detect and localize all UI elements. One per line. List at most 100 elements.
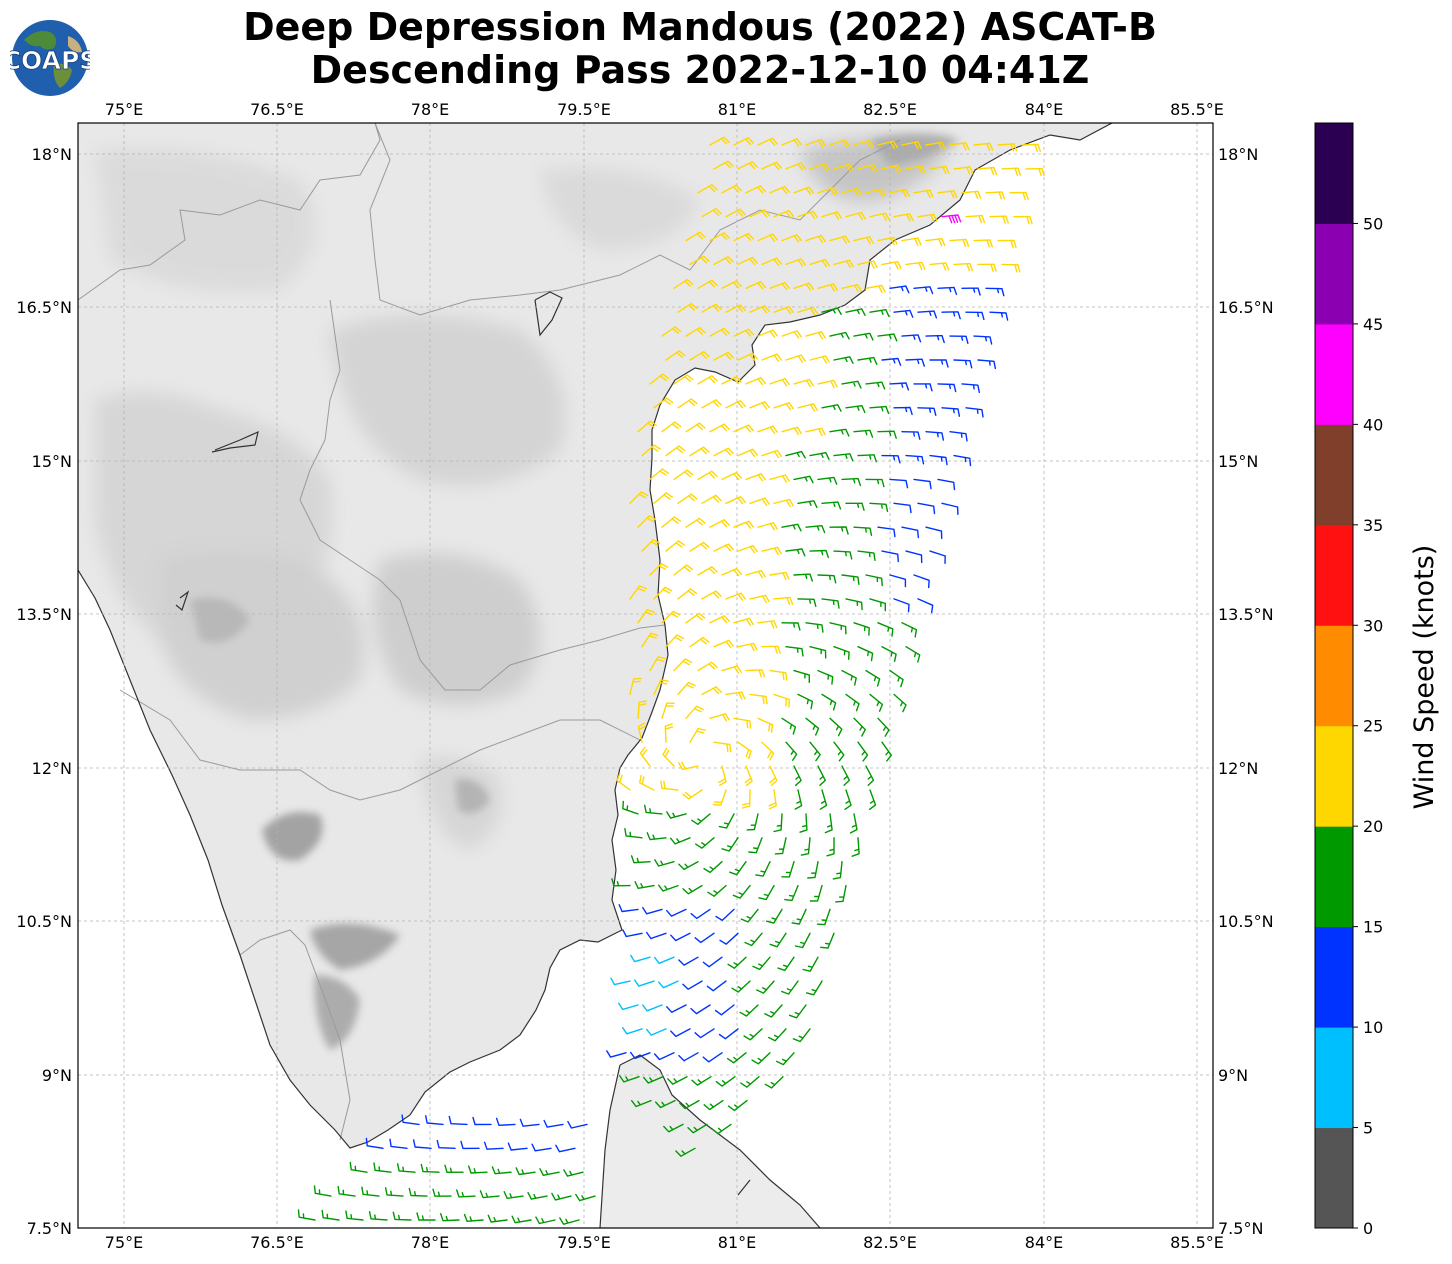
wind-barb <box>917 407 937 416</box>
wind-barb <box>805 622 824 633</box>
wind-barb <box>468 1165 488 1174</box>
wind-barb <box>630 954 651 963</box>
lat-tick-left: 10.5°N <box>16 912 72 931</box>
colorbar-tick-label: 5 <box>1363 1119 1373 1138</box>
wind-barb <box>905 261 926 271</box>
wind-barb <box>817 187 838 196</box>
logo-text: COAPS <box>10 46 90 75</box>
lat-tick-right: 18°N <box>1218 145 1258 164</box>
wind-barb <box>973 142 994 152</box>
wind-barb <box>857 646 874 662</box>
wind-barb <box>721 568 742 577</box>
wind-barb <box>345 1210 364 1221</box>
wind-barb <box>543 1119 564 1128</box>
wind-barb <box>373 1162 392 1173</box>
wind-barb <box>833 453 854 462</box>
wind-barb <box>389 1138 408 1149</box>
wind-barb <box>713 639 734 648</box>
lon-tick-bottom: 81°E <box>718 1233 756 1252</box>
wind-barb <box>661 610 681 624</box>
wind-barb <box>809 162 830 172</box>
wind-barb <box>654 956 675 964</box>
wind-barb <box>824 813 833 834</box>
wind-barb <box>841 765 851 786</box>
wind-barb <box>709 423 730 433</box>
wind-barb <box>737 545 758 554</box>
wind-barb <box>495 1117 516 1126</box>
wind-barb <box>703 1099 724 1111</box>
wind-barb <box>977 263 997 272</box>
wind-barb <box>877 140 898 149</box>
wind-barb <box>713 160 734 170</box>
wind-barb <box>733 617 754 626</box>
wind-barb <box>575 1193 596 1202</box>
wind-barb <box>745 669 765 678</box>
wind-barb <box>641 539 661 552</box>
wind-barb <box>965 407 984 418</box>
wind-barb <box>877 717 890 737</box>
wind-barb <box>768 1028 787 1042</box>
colorbar-tick-label: 45 <box>1363 315 1383 334</box>
wind-barb <box>941 311 961 320</box>
wind-barb <box>869 212 890 221</box>
wind-barb <box>832 861 843 880</box>
colorbar-tick-label: 30 <box>1363 616 1383 635</box>
wind-barb <box>761 449 782 459</box>
wind-barb <box>941 502 959 515</box>
wind-barb <box>881 357 902 366</box>
wind-barb <box>742 789 751 809</box>
wind-barb <box>697 184 718 194</box>
wind-barb <box>662 747 675 767</box>
wind-barb <box>685 612 706 624</box>
wind-barb <box>773 402 794 411</box>
wind-barb <box>917 502 936 515</box>
wind-barb <box>361 1186 380 1197</box>
wind-barb <box>809 549 829 559</box>
wind-barb <box>869 502 889 513</box>
wind-barb <box>709 519 730 528</box>
wind-barb <box>865 765 875 786</box>
wind-barb <box>642 1004 663 1012</box>
wind-barb <box>408 1187 428 1197</box>
wind-barb <box>965 311 985 321</box>
wind-barb <box>685 422 706 433</box>
wind-barb <box>977 359 997 370</box>
wind-barb <box>769 474 790 483</box>
wind-barb <box>745 185 766 194</box>
wind-barb <box>877 333 898 342</box>
wind-barb <box>865 284 886 294</box>
wind-barb <box>905 454 925 465</box>
wind-barb <box>769 571 790 581</box>
wind-barb <box>678 956 699 966</box>
wind-barb <box>853 526 873 536</box>
wind-barb <box>913 574 930 589</box>
wind-barb <box>817 765 826 786</box>
wind-barb <box>670 1028 691 1038</box>
wind-barb <box>702 1052 723 1063</box>
wind-barb <box>797 598 817 607</box>
wind-barb <box>758 884 775 901</box>
wind-barb <box>761 353 782 362</box>
wind-barb <box>985 287 1005 297</box>
wind-barb <box>567 1120 588 1129</box>
wind-barb <box>949 238 970 248</box>
wind-barb <box>721 837 739 852</box>
wind-barb <box>555 1144 576 1153</box>
wind-barb <box>649 563 669 576</box>
colorbar-segment <box>1315 1127 1353 1229</box>
wind-barb <box>893 598 910 613</box>
wind-barb <box>606 1050 627 1058</box>
wind-barb <box>997 239 1017 249</box>
wind-barb <box>905 550 923 564</box>
wind-barb <box>845 693 860 712</box>
wind-barb <box>905 646 921 663</box>
wind-barb <box>1013 216 1033 225</box>
wind-barb <box>821 211 842 220</box>
wind-barb <box>719 932 739 945</box>
wind-barb <box>953 454 972 467</box>
wind-barb <box>654 1052 675 1061</box>
wind-barb <box>535 1216 556 1225</box>
wind-barb <box>893 502 912 514</box>
wind-barb <box>749 209 770 218</box>
wind-barb <box>785 646 804 657</box>
